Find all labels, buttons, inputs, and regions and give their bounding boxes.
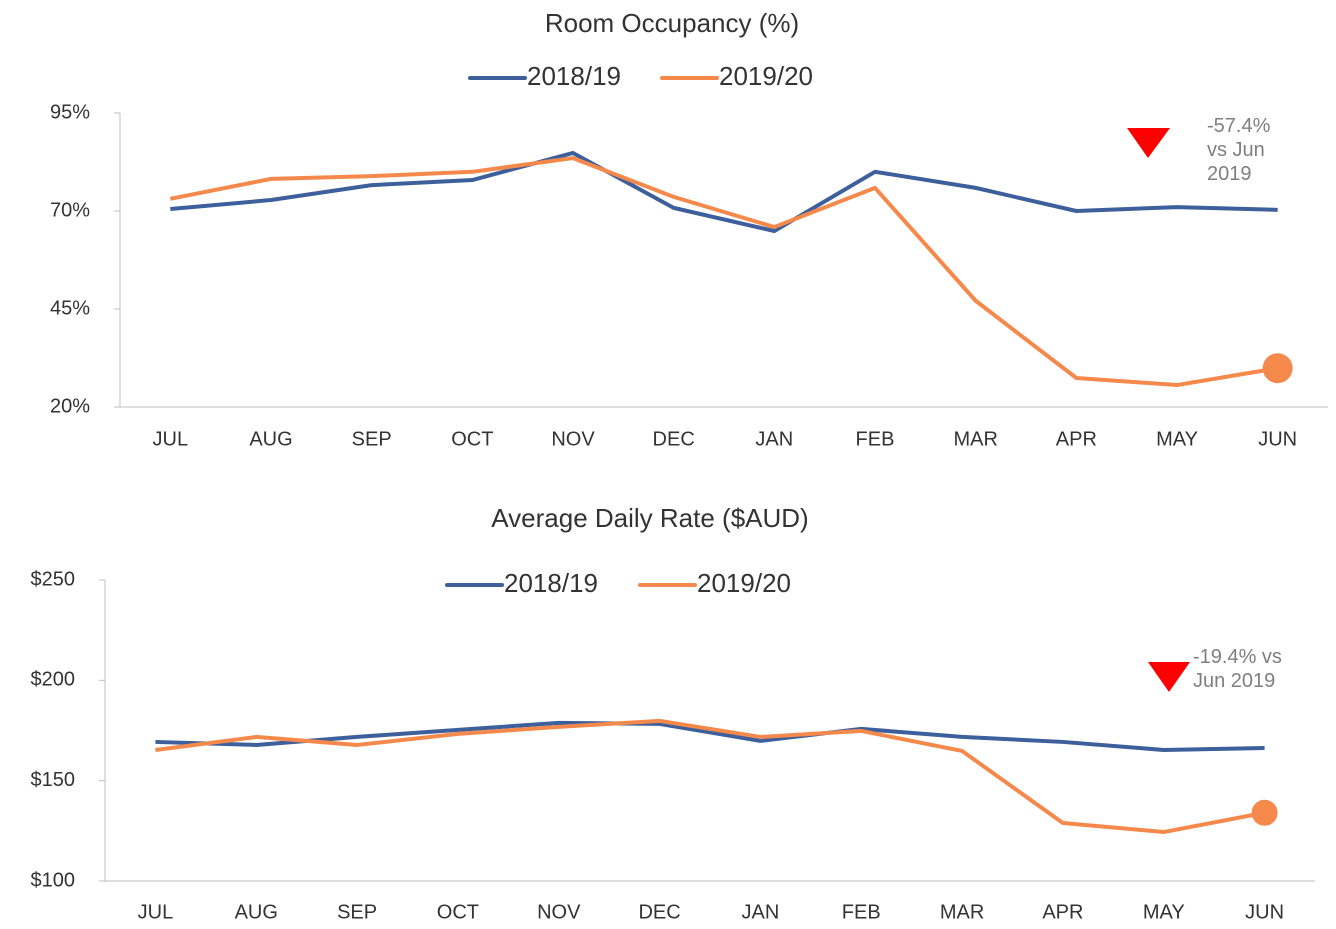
x-tick-label: JUL bbox=[138, 901, 174, 923]
x-tick-label: AUG bbox=[249, 428, 292, 450]
y-tick-label: $100 bbox=[31, 869, 76, 891]
down-arrow bbox=[1127, 128, 1170, 158]
x-tick-label: OCT bbox=[437, 901, 479, 923]
x-tick-label: JAN bbox=[742, 901, 780, 923]
y-tick-label: 95% bbox=[50, 101, 90, 123]
x-tick-label: MAR bbox=[953, 428, 997, 450]
x-tick-label: MAR bbox=[940, 901, 984, 923]
legend-label: 2018/19 bbox=[527, 61, 621, 91]
series-line bbox=[155, 718, 1265, 835]
chart-title: Room Occupancy (%) bbox=[545, 8, 799, 38]
y-tick-label: $250 bbox=[31, 568, 76, 590]
x-tick-label: JUN bbox=[1245, 901, 1284, 923]
x-tick-label: SEP bbox=[352, 428, 392, 450]
series-line bbox=[169, 156, 1279, 388]
y-tick-label: 20% bbox=[50, 395, 90, 417]
series-line bbox=[170, 150, 1278, 233]
annotation: -57.4% vs Jun 2019 bbox=[1207, 115, 1271, 185]
x-tick-label: NOV bbox=[551, 428, 595, 450]
y-tick-label: 70% bbox=[50, 199, 90, 221]
end-marker bbox=[1251, 799, 1278, 826]
legend-label: 2019/20 bbox=[697, 568, 791, 598]
x-tick-label: OCT bbox=[451, 428, 493, 450]
series-line bbox=[155, 720, 1265, 752]
x-tick-label: FEB bbox=[842, 901, 881, 923]
down-arrow bbox=[1148, 662, 1190, 692]
x-tick-label: NOV bbox=[537, 901, 581, 923]
x-tick-label: JAN bbox=[755, 428, 793, 450]
legend-label: 2018/19 bbox=[504, 568, 598, 598]
y-tick-label: $200 bbox=[31, 669, 76, 691]
x-tick-label: SEP bbox=[337, 901, 377, 923]
x-tick-label: MAY bbox=[1156, 428, 1198, 450]
x-tick-label: DEC bbox=[653, 428, 695, 450]
y-tick-label: $150 bbox=[31, 769, 76, 791]
x-tick-label: DEC bbox=[638, 901, 680, 923]
x-tick-label: FEB bbox=[856, 428, 895, 450]
chart-title: Average Daily Rate ($AUD) bbox=[491, 503, 808, 533]
annotation: -19.4% vs Jun 2019 bbox=[1193, 646, 1282, 692]
x-tick-label: AUG bbox=[235, 901, 278, 923]
x-tick-label: MAY bbox=[1143, 901, 1185, 923]
x-tick-label: JUL bbox=[153, 428, 189, 450]
end-marker bbox=[1262, 353, 1293, 384]
legend-label: 2019/20 bbox=[719, 61, 813, 91]
x-tick-label: APR bbox=[1042, 901, 1083, 923]
y-tick-label: 45% bbox=[50, 297, 90, 319]
x-tick-label: JUN bbox=[1258, 428, 1297, 450]
x-tick-label: APR bbox=[1056, 428, 1097, 450]
